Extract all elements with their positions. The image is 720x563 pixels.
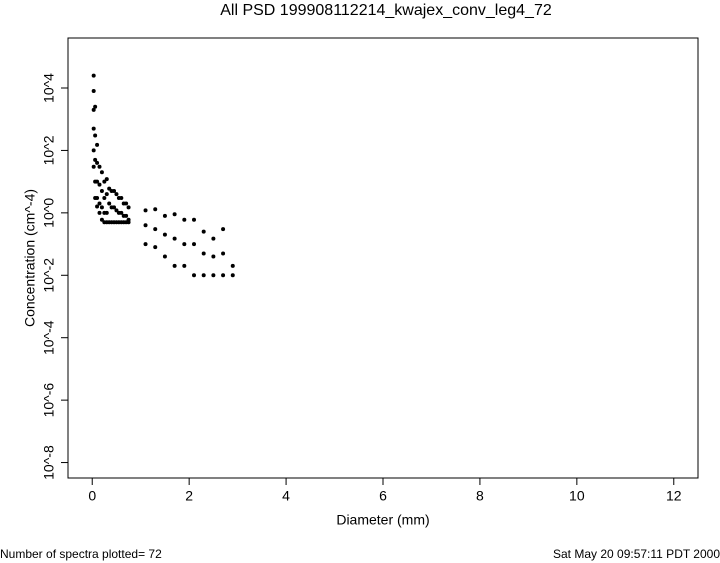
point (99, 189, 104, 194)
point (97, 210, 102, 215)
point (162, 232, 167, 237)
y-tick-label: 10^-8 (41, 445, 57, 480)
point (91, 148, 96, 153)
point (230, 273, 235, 278)
point (114, 208, 119, 213)
point (192, 217, 196, 222)
chart-title: All PSD 199908112214_kwajex_conv_leg4_72 (220, 2, 552, 19)
point (172, 236, 177, 241)
point (107, 201, 112, 206)
point (211, 254, 216, 259)
point (112, 189, 117, 194)
y-axis-label: Concentration (cm^-4) (22, 189, 38, 327)
point (221, 273, 226, 278)
point (221, 251, 226, 256)
point (126, 205, 131, 210)
point (91, 107, 96, 112)
point (91, 164, 96, 169)
y-tick-label: 10^4 (41, 73, 57, 103)
point (192, 273, 196, 278)
point (143, 208, 148, 213)
point (97, 182, 102, 187)
x-tick-label: 10 (569, 488, 585, 504)
footer-right: Sat May 20 09:57:11 PDT 2000 (553, 547, 720, 561)
point (124, 201, 129, 206)
point (153, 245, 158, 250)
point (95, 204, 100, 209)
point (91, 73, 96, 78)
point (119, 210, 124, 215)
point (119, 195, 124, 200)
point (162, 254, 167, 259)
point (114, 192, 119, 197)
point (201, 251, 206, 256)
point (97, 201, 102, 206)
point (201, 229, 206, 234)
x-tick-label: 12 (666, 488, 682, 504)
point (95, 195, 100, 200)
point (93, 104, 98, 109)
point (91, 89, 96, 94)
point (95, 142, 100, 147)
point (172, 212, 177, 217)
point (112, 205, 117, 210)
point (93, 157, 98, 162)
point (97, 164, 102, 169)
x-tick-label: 8 (476, 488, 484, 504)
x-tick-label: 0 (88, 488, 96, 504)
point (182, 263, 187, 268)
point (99, 205, 104, 210)
point (95, 179, 100, 184)
point (107, 186, 112, 191)
point (182, 217, 187, 222)
x-axis-label: Diameter (mm) (336, 512, 429, 528)
point (143, 242, 148, 247)
point (221, 227, 226, 232)
point (95, 160, 100, 165)
footer-left: Number of spectra plotted= 72 (0, 547, 162, 561)
x-tick-label: 4 (282, 488, 290, 504)
point (211, 236, 216, 241)
point (172, 263, 177, 268)
point (124, 213, 129, 218)
point (153, 207, 158, 212)
x-tick-label: 6 (379, 488, 387, 504)
point (99, 170, 104, 175)
point (104, 210, 109, 215)
point (104, 177, 109, 182)
y-tick-label: 10^-4 (41, 320, 57, 355)
point (102, 179, 107, 184)
point (126, 220, 131, 225)
y-tick-label: 10^-6 (41, 383, 57, 418)
point (143, 223, 148, 228)
point (153, 227, 158, 232)
point (211, 273, 216, 278)
point (99, 217, 104, 222)
point (102, 195, 107, 200)
y-tick-label: 10^2 (41, 135, 57, 165)
y-tick-label: 10^0 (41, 198, 57, 228)
y-tick-label: 10^-2 (41, 258, 57, 293)
point (192, 242, 196, 247)
x-tick-label: 2 (185, 488, 193, 504)
point (162, 213, 167, 218)
point (230, 263, 235, 268)
point (104, 192, 109, 197)
plot-frame (67, 37, 699, 479)
point (182, 242, 187, 247)
point (201, 273, 206, 278)
point (91, 126, 96, 131)
point (93, 133, 98, 138)
